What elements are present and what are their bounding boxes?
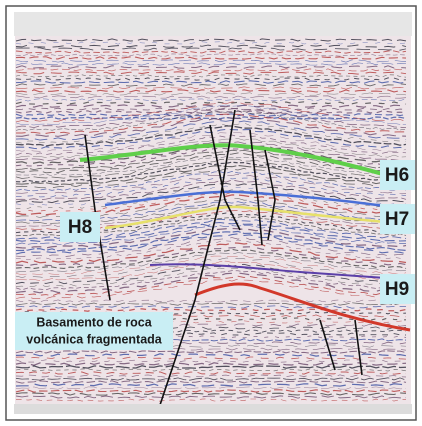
bottom-strip — [14, 404, 412, 414]
label-h9: H9 — [385, 279, 409, 300]
label-h7: H7 — [385, 209, 409, 230]
label-h6: H6 — [385, 165, 409, 186]
label-h8: H8 — [68, 217, 92, 238]
label-basement: volcánica fragmentada — [26, 332, 163, 346]
top-ruler — [14, 12, 412, 36]
seismic-figure: H6 H7 H8 H9 Basamento de roca volcánica … — [0, 0, 422, 426]
label-basement: Basamento de roca — [36, 315, 152, 329]
